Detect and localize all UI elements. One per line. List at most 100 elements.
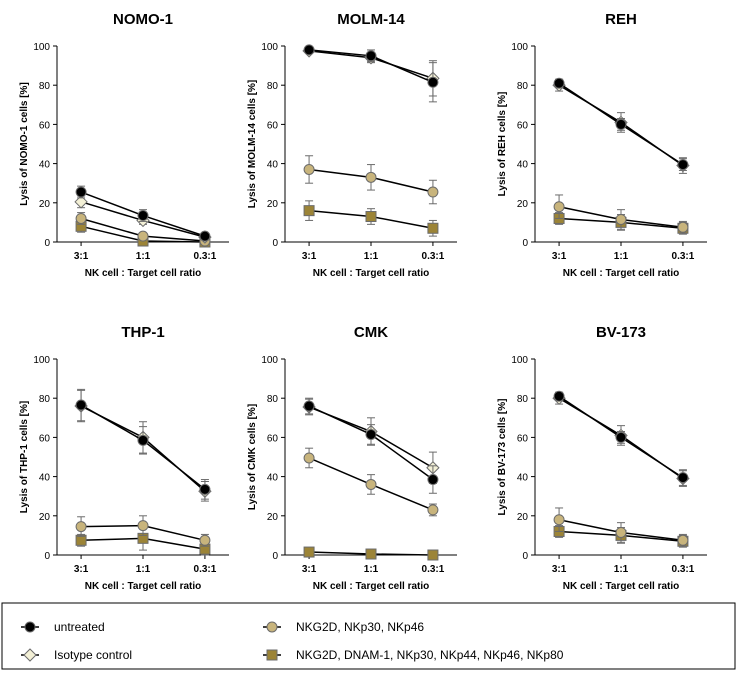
data-point (677, 221, 689, 233)
y-tick-label: 0 (522, 238, 528, 249)
x-axis-label: NK cell : Target cell ratio (85, 268, 202, 279)
y-tick-label: 80 (267, 81, 279, 92)
x-axis-label: NK cell : Target cell ratio (563, 581, 680, 592)
y-tick-label: 0 (272, 551, 278, 562)
x-tick-label: 3:1 (552, 564, 567, 575)
x-tick-label: 3:1 (552, 251, 567, 262)
y-tick-label: 40 (517, 160, 529, 171)
legend-marker (266, 649, 278, 661)
series-nkg2d3 (75, 515, 211, 547)
data-point (303, 205, 315, 217)
data-point (365, 50, 377, 62)
y-tick-label: 60 (267, 433, 279, 444)
y-axis-label: Lysis of MOLM-14 cells [%] (247, 80, 258, 209)
y-tick-label: 60 (39, 433, 51, 444)
y-axis-label: Lysis of CMK cells [%] (247, 404, 258, 510)
y-tick-label: 40 (39, 160, 51, 171)
data-point (365, 211, 377, 223)
x-tick-label: 0.3:1 (422, 564, 445, 575)
x-tick-label: 1:1 (364, 251, 379, 262)
y-tick-label: 60 (267, 120, 279, 131)
x-tick-label: 3:1 (74, 564, 89, 575)
x-tick-label: 0.3:1 (672, 564, 695, 575)
y-axis-label: Lysis of NOMO-1 cells [%] (19, 82, 30, 206)
chart-title: NOMO-1 (113, 11, 173, 28)
y-tick-label: 20 (39, 199, 51, 210)
x-tick-label: 3:1 (302, 251, 317, 262)
data-point (427, 76, 439, 88)
x-tick-label: 0.3:1 (194, 564, 217, 575)
y-tick-label: 0 (44, 551, 50, 562)
series-untreated (553, 390, 689, 486)
x-tick-label: 0.3:1 (194, 251, 217, 262)
series-untreated (553, 77, 689, 171)
data-point (427, 186, 439, 198)
chart-title: BV-173 (596, 324, 646, 341)
data-point (615, 213, 627, 225)
data-point (365, 548, 377, 560)
y-tick-label: 40 (267, 160, 279, 171)
data-point (199, 534, 211, 546)
chart-panel-4: THP-1 0 20 40 60 80 100 3:1 1:1 0.3:1 NK cell : Ta… (19, 324, 229, 592)
y-tick-label: 100 (33, 355, 50, 366)
series-nkg2d3 (303, 447, 439, 517)
chart-panel-5: CMK 0 20 40 60 80 100 3:1 1:1 0.3:1 NK cell : Targ… (247, 324, 457, 592)
chart-panel-1: NOMO-1 0 20 40 60 80 100 3:1 1:1 0.3:1 NK cell : T… (19, 11, 229, 279)
data-point (365, 428, 377, 440)
data-point (615, 431, 627, 443)
data-point (553, 201, 565, 213)
y-tick-label: 100 (33, 42, 50, 53)
series-nkg2d6 (303, 546, 439, 561)
y-tick-label: 60 (517, 433, 529, 444)
x-axis-label: NK cell : Target cell ratio (85, 581, 202, 592)
legend-frame (1, 602, 736, 670)
data-point (303, 400, 315, 412)
series-nkg2d3 (553, 507, 689, 547)
data-point (75, 521, 87, 533)
data-point (677, 159, 689, 171)
y-tick-label: 80 (267, 394, 279, 405)
data-point (365, 478, 377, 490)
y-tick-label: 80 (39, 81, 51, 92)
chart-title: MOLM-14 (337, 11, 405, 28)
chart-panel-6: BV-173 0 20 40 60 80 100 3:1 1:1 0.3:1 NK cell : T… (497, 324, 707, 592)
x-tick-label: 1:1 (614, 564, 629, 575)
data-point (137, 434, 149, 446)
data-point (615, 526, 627, 538)
legend-marker (23, 648, 37, 662)
data-point (427, 549, 439, 561)
data-point (74, 195, 88, 209)
data-point (427, 474, 439, 486)
data-point (553, 390, 565, 402)
y-tick-label: 100 (261, 355, 278, 366)
x-axis-label: NK cell : Target cell ratio (563, 268, 680, 279)
y-tick-label: 20 (517, 512, 529, 523)
y-tick-label: 100 (261, 42, 278, 53)
data-point (137, 210, 149, 222)
data-point (199, 230, 211, 242)
chart-panel-2: MOLM-14 0 20 40 60 80 100 3:1 1:1 0.3:1 NK cell : … (247, 11, 457, 279)
y-tick-label: 20 (267, 199, 279, 210)
series-nkg2d3 (75, 212, 211, 247)
data-point (615, 118, 627, 130)
data-point (75, 399, 87, 411)
data-point (303, 546, 315, 558)
series-untreated (75, 388, 211, 500)
y-axis-label: Lysis of REH cells [%] (497, 92, 508, 197)
data-point (199, 483, 211, 495)
y-tick-label: 0 (272, 238, 278, 249)
y-tick-label: 100 (511, 42, 528, 53)
x-tick-label: 0.3:1 (422, 251, 445, 262)
legend-item-nkg2d6: NKG2D, DNAM-1, NKp30, NKp44, NKp46, NKp8… (263, 648, 564, 662)
data-point (677, 472, 689, 484)
series-nkg2d3 (303, 155, 439, 205)
y-tick-label: 60 (39, 120, 51, 131)
y-tick-label: 60 (517, 120, 529, 131)
data-point (677, 534, 689, 546)
series-untreated (303, 397, 439, 494)
chart-title: REH (605, 11, 637, 28)
y-tick-label: 80 (39, 394, 51, 405)
y-tick-label: 80 (517, 81, 529, 92)
series-nkg2d3 (553, 194, 689, 234)
